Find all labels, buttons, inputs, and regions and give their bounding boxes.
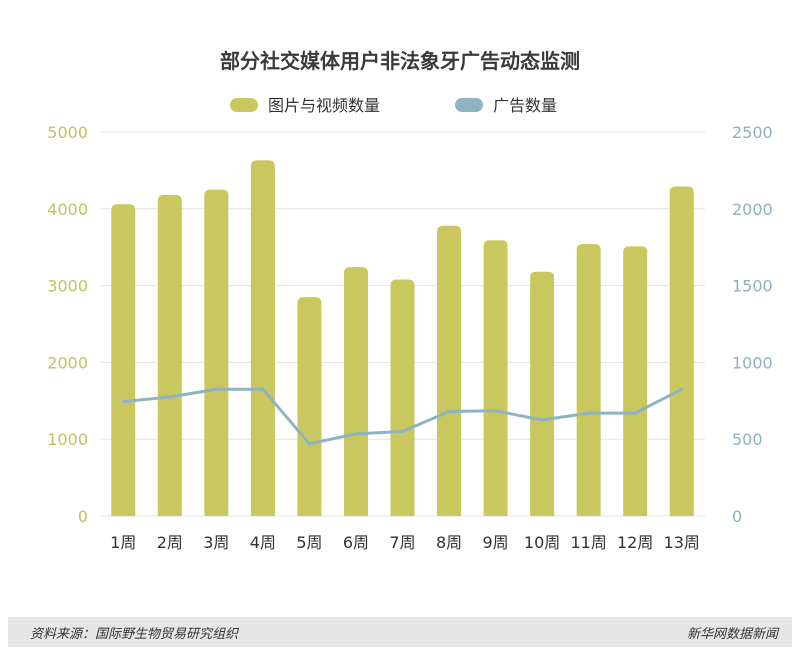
right-tick-label: 1500 (732, 277, 773, 296)
x-tick-label: 6周 (343, 533, 369, 552)
legend-swatch-images (230, 98, 258, 112)
ads-point-11周 (587, 411, 591, 415)
bar-8周 (437, 225, 462, 517)
bar-9周 (483, 240, 508, 516)
x-tick-label: 13周 (664, 533, 700, 552)
ads-point-13周 (680, 387, 684, 391)
left-axis: 0 1000 2000 3000 4000 5000 (47, 123, 88, 526)
x-axis: 1周 2周 3周 4周 5周 6周 7周 8周 9周 10周 11周 12周 13周 (110, 533, 700, 552)
footer: 资料来源：国际野生物贸易研究组织 新华网数据新闻 (8, 617, 792, 647)
ads-point-9周 (494, 409, 498, 413)
legend-label-ads: 广告数量 (493, 96, 557, 115)
right-tick-label: 2000 (732, 200, 773, 219)
ads-point-6周 (354, 432, 358, 436)
ads-point-3周 (214, 387, 218, 391)
ads-point-10周 (540, 418, 544, 422)
left-tick-label: 5000 (47, 123, 88, 142)
left-tick-label: 0 (78, 507, 88, 526)
bar-6周 (343, 267, 368, 516)
ads-point-2周 (168, 395, 172, 399)
x-tick-label: 11周 (570, 533, 606, 552)
brand-label: 新华网数据新闻 (686, 627, 778, 642)
x-tick-label: 4周 (250, 533, 276, 552)
legend: 图片与视频数量 广告数量 (230, 96, 557, 115)
x-tick-label: 2周 (157, 533, 183, 552)
right-tick-label: 1000 (732, 353, 773, 372)
ads-point-8周 (447, 410, 451, 414)
source-note: 资料来源：国际野生物贸易研究组织 (30, 627, 239, 642)
ads-point-5周 (307, 442, 311, 446)
bar-5周 (297, 297, 322, 516)
left-tick-label: 1000 (47, 430, 88, 449)
ads-point-1周 (121, 400, 125, 404)
x-tick-label: 5周 (296, 533, 322, 552)
bar-11周 (576, 244, 601, 517)
x-tick-label: 3周 (203, 533, 229, 552)
ads-point-7周 (401, 430, 404, 434)
bar-series (111, 160, 694, 517)
x-tick-label: 8周 (436, 533, 462, 552)
bar-2周 (157, 194, 182, 516)
x-tick-label: 7周 (389, 533, 415, 552)
legend-label-images: 图片与视频数量 (268, 96, 380, 115)
bar-7周 (390, 279, 415, 516)
bar-4周 (250, 160, 275, 516)
bar-1周 (111, 204, 136, 516)
x-tick-label: 10周 (524, 533, 560, 552)
bar-13周 (669, 186, 694, 516)
bar-12周 (623, 246, 648, 516)
line-series (121, 387, 684, 446)
x-tick-label: 12周 (617, 533, 653, 552)
left-tick-label: 4000 (47, 200, 88, 219)
right-tick-label: 2500 (732, 123, 773, 142)
ads-point-12周 (633, 411, 637, 415)
right-tick-label: 0 (732, 507, 742, 526)
right-axis: 0 500 1000 1500 2000 2500 (732, 123, 773, 526)
bar-3周 (204, 189, 229, 516)
left-tick-label: 3000 (47, 277, 88, 296)
ads-point-4周 (261, 387, 265, 391)
x-tick-label: 9周 (482, 533, 508, 552)
left-tick-label: 2000 (47, 353, 88, 372)
bar-10周 (530, 271, 555, 516)
x-tick-label: 1周 (110, 533, 136, 552)
right-tick-label: 500 (732, 430, 763, 449)
chart-title: 部分社交媒体用户非法象牙广告动态监测 (220, 49, 580, 73)
legend-swatch-ads (455, 98, 483, 112)
